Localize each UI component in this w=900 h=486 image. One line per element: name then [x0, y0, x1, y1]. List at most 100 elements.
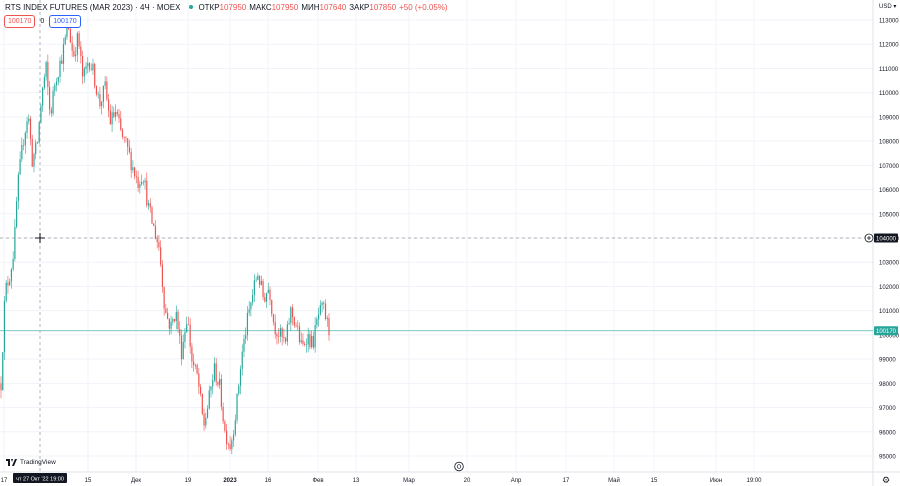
candle-body [229, 444, 231, 450]
candle-body [36, 142, 39, 144]
ohlc-close-label: ЗАКР [349, 3, 370, 12]
candle-body [194, 364, 196, 366]
event-marker-inner [456, 464, 462, 469]
candle-body [144, 180, 146, 183]
candle-body [304, 343, 306, 345]
candle-body [71, 42, 73, 51]
candle-body [80, 46, 82, 56]
candle-body [258, 275, 261, 285]
candle-body [231, 440, 233, 450]
candle-body [118, 114, 120, 119]
candle-body [64, 37, 66, 45]
crosshair-time-badge [13, 473, 67, 483]
y-tick-label: 105000 [879, 212, 900, 218]
candle-body [142, 182, 144, 183]
candle-body [87, 63, 89, 67]
candle-body [128, 146, 131, 153]
candle-body [326, 318, 328, 320]
candle-body [57, 76, 59, 82]
candle-body [42, 87, 44, 106]
candle-body [104, 81, 106, 86]
candle-body [186, 324, 188, 333]
tradingview-logo[interactable]: TradingView [6, 459, 56, 466]
candle-body [3, 300, 6, 353]
currency-selector[interactable]: USD ▾ [879, 3, 896, 10]
candle-body [113, 112, 115, 117]
candle-body [5, 282, 7, 301]
candle-body [75, 54, 77, 57]
candle-body [59, 60, 61, 77]
candle-body [69, 29, 72, 43]
candle-body [47, 62, 49, 87]
candle-body [17, 174, 19, 202]
candle-body [238, 385, 240, 394]
currency-label: USD [879, 4, 892, 10]
candle-body [198, 373, 200, 387]
candle-body [314, 325, 316, 348]
candle-body [309, 334, 311, 348]
candle-body [319, 304, 321, 315]
candle-body [172, 319, 174, 322]
candle-body [260, 281, 262, 285]
candle-body [286, 324, 288, 342]
candle-body [167, 312, 169, 319]
candle-body [106, 81, 108, 100]
spread-value: 0 [40, 18, 45, 25]
candle-body [201, 393, 203, 414]
crosshair-cursor-icon [35, 233, 45, 243]
y-tick-label: 99000 [879, 358, 896, 364]
candle-body [134, 167, 136, 177]
candle-body [311, 335, 313, 348]
candle-body [278, 336, 280, 337]
ohlc-close-value: 107850 [369, 3, 397, 12]
y-tick-label: 97000 [879, 406, 896, 412]
candle-body [154, 226, 157, 240]
candle-body [285, 338, 287, 342]
candle-body [236, 393, 238, 421]
candle-body [135, 176, 137, 177]
candle-body [45, 62, 47, 78]
ohlc-high-value: 107950 [271, 3, 299, 12]
buy-button[interactable]: 100170 [49, 15, 81, 28]
candle-body [22, 145, 25, 146]
y-tick-label: 111000 [879, 67, 899, 73]
candle-body [9, 281, 11, 286]
candle-body [210, 386, 212, 391]
y-tick-label: 110000 [879, 91, 899, 97]
candle-body [307, 334, 309, 345]
candle-body [252, 294, 254, 303]
chart-legend: RTS INDEX FUTURES (MAR 2023) · 4Ч · MOEX… [5, 3, 448, 12]
gear-icon[interactable]: ⚙ [882, 475, 891, 485]
sell-button[interactable]: 100170 [4, 15, 36, 28]
candle-body [137, 176, 139, 188]
candle-body [305, 344, 308, 346]
candle-body [78, 33, 80, 47]
x-tick-label: 16 [265, 478, 272, 484]
candle-body [281, 328, 283, 338]
candle-body [14, 226, 16, 259]
candle-body [81, 55, 84, 77]
ohlc-low-label: МИН [301, 3, 320, 12]
candle-body [114, 111, 117, 117]
y-tick-label: 103000 [879, 261, 900, 267]
candle-body [10, 269, 13, 282]
market-status-dot [189, 5, 194, 9]
candle-body [62, 44, 65, 64]
candle-body [102, 85, 104, 102]
candle-body [156, 239, 158, 243]
y-tick-label: 106000 [879, 188, 900, 194]
candle-body [125, 137, 127, 139]
event-marker-icon[interactable] [454, 461, 464, 472]
candle-body [161, 264, 163, 287]
symbol-title[interactable]: RTS INDEX FUTURES (MAR 2023) · 4Ч · MOEX [5, 3, 181, 12]
crosshair-price-label: 104000 [876, 236, 897, 242]
candle-body [52, 90, 54, 114]
candle-body [279, 328, 282, 337]
candle-body [224, 421, 226, 431]
candle-body [123, 136, 125, 138]
candle-body [31, 139, 33, 167]
candle-body [239, 369, 242, 386]
candle-body [187, 324, 190, 326]
candle-body [92, 63, 94, 71]
